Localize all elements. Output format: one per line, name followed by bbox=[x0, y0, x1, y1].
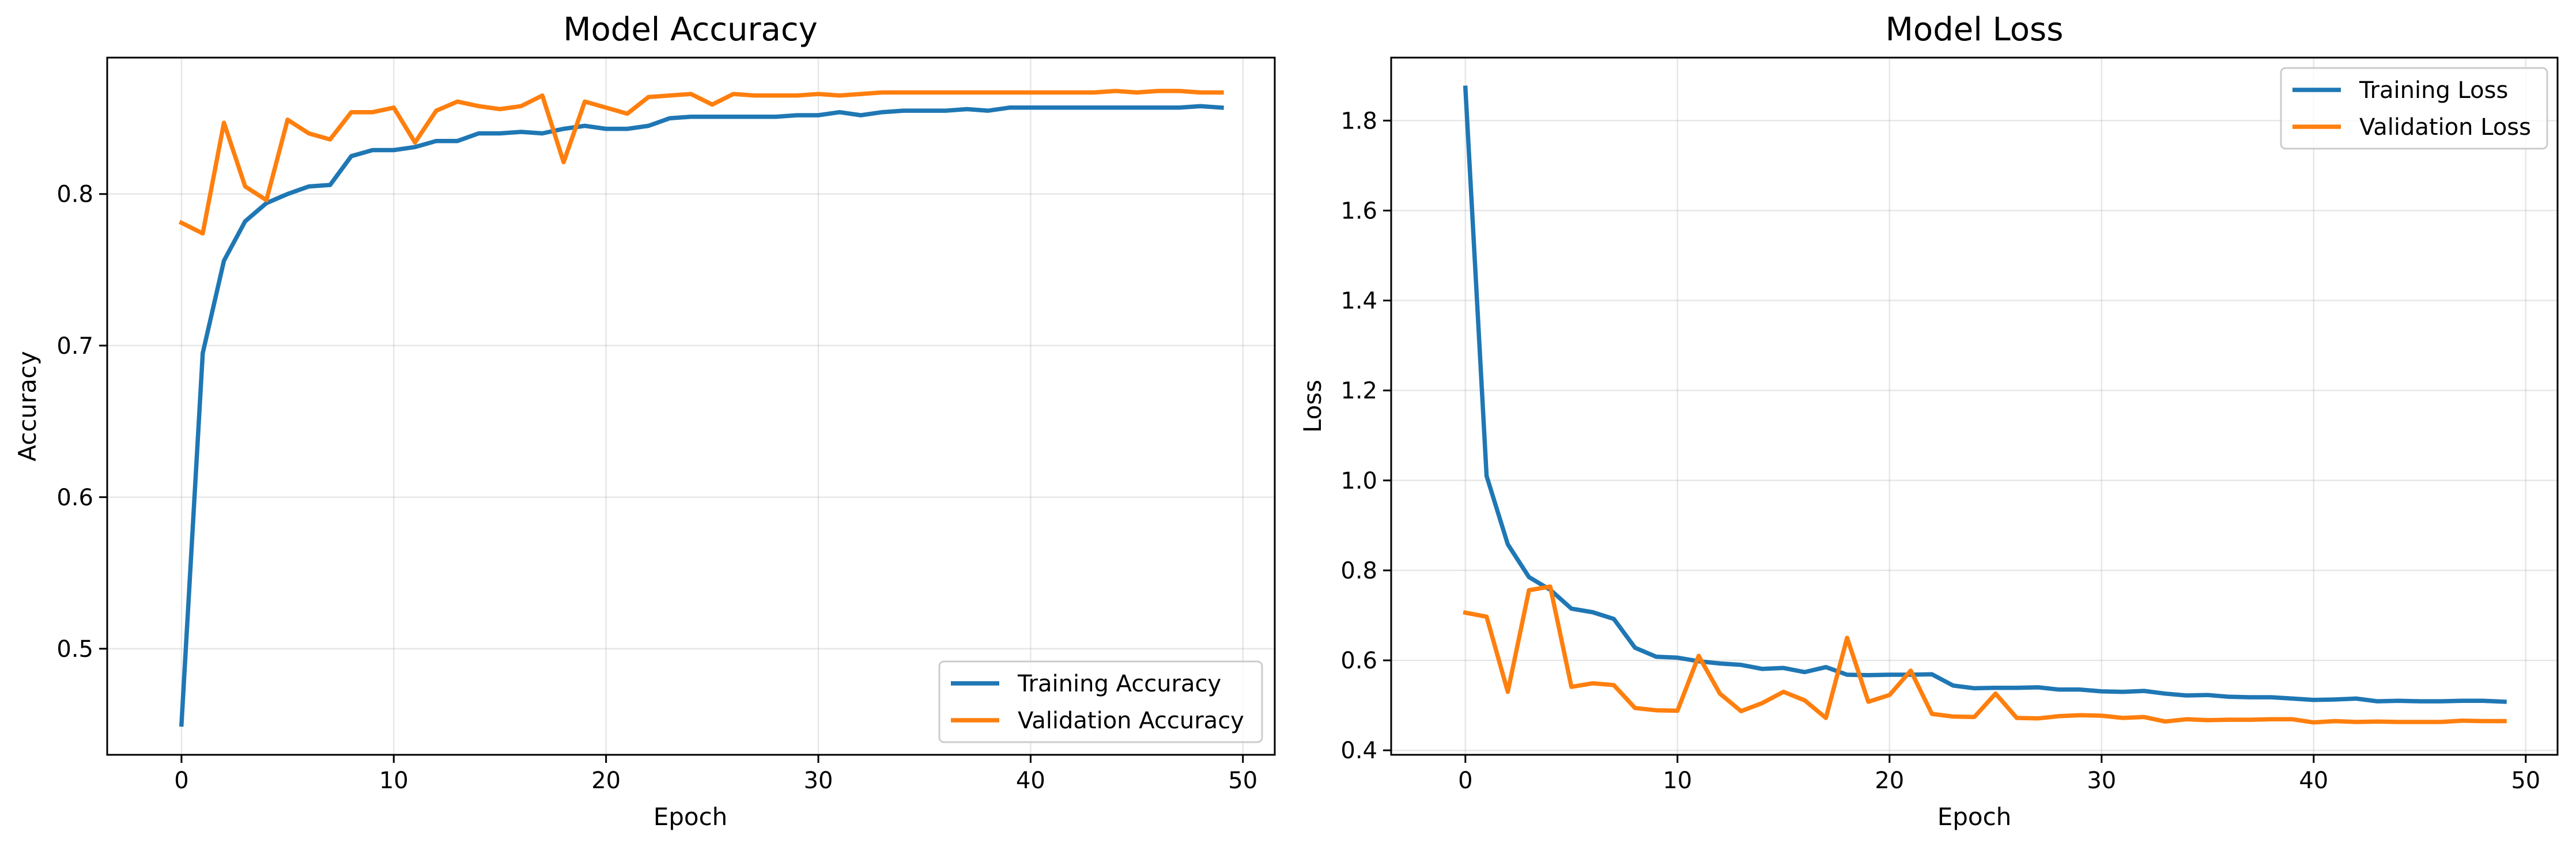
loss-y-tick-label: 1.8 bbox=[1340, 108, 1377, 134]
loss-y-tick-label: 1.4 bbox=[1340, 288, 1377, 315]
loss-x-tick-label: 10 bbox=[1663, 767, 1692, 794]
accuracy-legend: Training Accuracy Validation Accuracy bbox=[938, 660, 1263, 743]
legend-label-training-loss: Training Loss bbox=[2359, 77, 2508, 104]
accuracy-plot-area bbox=[106, 56, 1276, 756]
loss-y-tick-label: 1.2 bbox=[1340, 378, 1377, 404]
loss-y-tick-label: 0.4 bbox=[1340, 738, 1377, 764]
loss-x-tick-label: 0 bbox=[1458, 767, 1472, 794]
series-line-training-accuracy bbox=[179, 104, 1224, 727]
accuracy-x-tick-label: 40 bbox=[1016, 767, 1045, 794]
loss-chart-title: Model Loss bbox=[1886, 11, 2064, 48]
accuracy-x-axis-label: Epoch bbox=[654, 803, 728, 831]
legend-label-training-accuracy: Training Accuracy bbox=[1017, 671, 1221, 697]
loss-panel: Model Loss Epoch Loss 0 10 20 30 40 50 0.4 0.6 0… bbox=[1298, 11, 2559, 831]
accuracy-x-tick-label: 20 bbox=[591, 767, 621, 794]
accuracy-y-tick-label: 0.8 bbox=[56, 181, 93, 208]
loss-legend: Training Loss Validation Loss bbox=[2280, 67, 2548, 150]
accuracy-y-axis-label: Accuracy bbox=[13, 351, 41, 462]
accuracy-y-tick-label: 0.6 bbox=[56, 485, 93, 511]
loss-y-tick-label: 0.6 bbox=[1340, 648, 1377, 674]
series-line-validation-loss bbox=[1463, 584, 2507, 725]
legend-label-validation-loss: Validation Loss bbox=[2359, 114, 2531, 141]
series-line-training-loss bbox=[1463, 85, 2507, 704]
loss-x-tick-label: 50 bbox=[2511, 767, 2540, 794]
loss-x-tick-label: 30 bbox=[2087, 767, 2116, 794]
legend-label-validation-accuracy: Validation Accuracy bbox=[1018, 708, 1244, 734]
accuracy-x-tick-label: 30 bbox=[804, 767, 833, 794]
loss-y-axis-label: Loss bbox=[1298, 380, 1327, 433]
loss-x-tick-label: 40 bbox=[2299, 767, 2328, 794]
accuracy-x-tick-label: 50 bbox=[1228, 767, 1257, 794]
loss-y-tick-label: 0.8 bbox=[1340, 558, 1377, 584]
series-line-validation-accuracy bbox=[178, 89, 1224, 236]
accuracy-panel: Model Accuracy Epoch Accuracy 0 10 20 30 40 5… bbox=[13, 11, 1276, 831]
loss-y-tick-label: 1.6 bbox=[1340, 198, 1377, 224]
loss-x-axis-label: Epoch bbox=[1937, 803, 2012, 831]
loss-y-tick-label: 1.0 bbox=[1340, 468, 1377, 494]
accuracy-chart-title: Model Accuracy bbox=[563, 11, 818, 48]
accuracy-y-tick-label: 0.7 bbox=[56, 333, 93, 360]
accuracy-x-tick-label: 0 bbox=[174, 767, 188, 794]
accuracy-y-tick-label: 0.5 bbox=[56, 636, 93, 663]
loss-plot-area bbox=[1390, 56, 2559, 756]
accuracy-x-tick-label: 10 bbox=[379, 767, 409, 794]
loss-x-tick-label: 20 bbox=[1875, 767, 1904, 794]
